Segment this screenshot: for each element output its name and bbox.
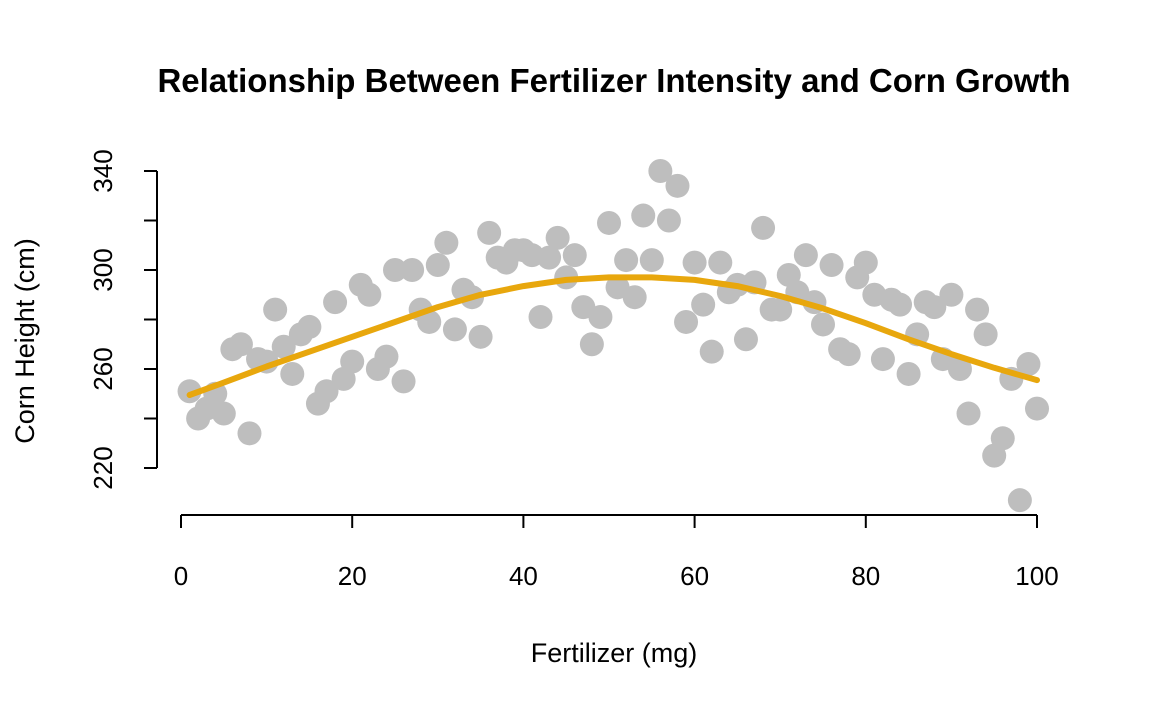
data-point	[211, 401, 236, 426]
y-axis: 220 260 300 340	[88, 149, 158, 490]
y-tick-label: 220	[88, 446, 118, 489]
data-point	[811, 312, 835, 337]
data-point	[973, 322, 998, 347]
data-point	[528, 305, 553, 330]
data-point	[648, 159, 673, 183]
data-point	[280, 361, 305, 386]
data-point	[357, 282, 382, 307]
data-point	[699, 339, 724, 364]
chart-title: Relationship Between Fertilizer Intensit…	[157, 62, 1070, 99]
x-tick-label: 40	[509, 561, 538, 591]
data-point	[374, 344, 399, 369]
data-point	[733, 327, 758, 352]
data-point	[836, 342, 861, 367]
data-point	[323, 290, 348, 315]
data-point	[682, 250, 707, 275]
data-point	[477, 220, 502, 245]
x-tick-label: 100	[1015, 561, 1058, 591]
data-point	[870, 347, 895, 372]
data-point	[793, 243, 818, 268]
data-point	[947, 357, 972, 381]
data-point	[237, 421, 262, 446]
data-point	[674, 309, 699, 334]
data-point	[545, 225, 570, 250]
data-point	[656, 208, 681, 233]
data-point	[1016, 352, 1041, 377]
trend-line-group	[186, 274, 1040, 398]
data-point	[597, 210, 621, 235]
data-point	[425, 253, 450, 278]
data-point	[614, 248, 639, 273]
trend-line	[186, 274, 1040, 398]
x-tick-label: 80	[851, 561, 880, 591]
data-point	[853, 250, 878, 275]
x-axis-label: Fertilizer (mg)	[531, 638, 698, 668]
data-point	[888, 292, 913, 317]
data-point	[562, 243, 587, 268]
data-point	[417, 309, 442, 334]
data-point	[537, 245, 562, 270]
x-tick-label: 60	[680, 561, 709, 591]
data-point	[1025, 396, 1049, 421]
data-point	[442, 317, 467, 342]
data-point	[1007, 488, 1032, 513]
data-point	[631, 203, 656, 228]
data-point	[751, 215, 776, 240]
data-point	[271, 334, 296, 359]
data-point	[965, 297, 990, 322]
data-point	[579, 332, 604, 357]
data-point	[708, 250, 733, 275]
data-point	[622, 285, 647, 310]
data-point	[665, 173, 690, 198]
data-point	[314, 379, 339, 404]
data-point	[939, 282, 964, 307]
data-point	[340, 349, 365, 374]
data-point	[922, 295, 947, 320]
data-point	[263, 297, 288, 322]
y-tick-label: 340	[88, 149, 118, 192]
data-point	[639, 248, 664, 273]
data-point	[391, 369, 416, 394]
data-point	[990, 426, 1015, 451]
data-point	[383, 258, 407, 282]
y-axis-label: Corn Height (cm)	[10, 238, 40, 444]
x-axis: 0 20 40 60 80 100	[174, 514, 1059, 591]
data-point	[956, 401, 981, 426]
data-point	[896, 361, 921, 386]
data-point	[400, 258, 425, 282]
x-tick-label: 20	[338, 561, 367, 591]
y-tick-label: 300	[88, 248, 118, 291]
data-point	[468, 324, 493, 349]
data-point	[228, 332, 253, 357]
x-tick-label: 0	[174, 561, 188, 591]
data-point	[768, 297, 793, 322]
scatter-points	[177, 159, 1049, 513]
data-point	[691, 292, 716, 317]
data-point	[588, 305, 613, 330]
data-point	[434, 230, 459, 255]
y-tick-label: 260	[88, 347, 118, 390]
data-point	[177, 379, 202, 404]
data-point	[819, 253, 844, 278]
data-point	[297, 314, 322, 339]
